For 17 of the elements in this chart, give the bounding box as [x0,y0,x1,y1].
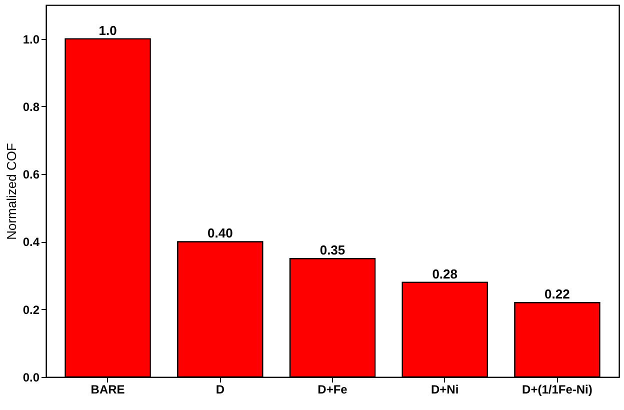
data-label: 0.28 [432,266,458,282]
x-tick-label: D+Ni [431,382,459,396]
y-axis-title: Normalized COF [4,143,19,240]
x-tick-label: D+Fe [318,382,348,396]
y-tick-label: 1.0 [22,32,40,46]
data-label: 0.40 [207,226,233,241]
y-tick-label: 0.0 [22,370,40,384]
x-tick-label: D [216,382,225,396]
y-tick-label: 0.4 [22,235,40,250]
y-tick-label: 0.6 [22,168,40,182]
data-label: 1.0 [98,22,117,38]
x-tick-label: D+(1/1Fe-Ni) [522,382,592,396]
y-tick-label: 0.2 [22,302,40,317]
data-label: 0.22 [544,286,570,302]
data-label: 0.35 [320,242,346,258]
y-tick-label: 0.8 [22,100,40,114]
x-tick-label: BARE [90,382,125,396]
